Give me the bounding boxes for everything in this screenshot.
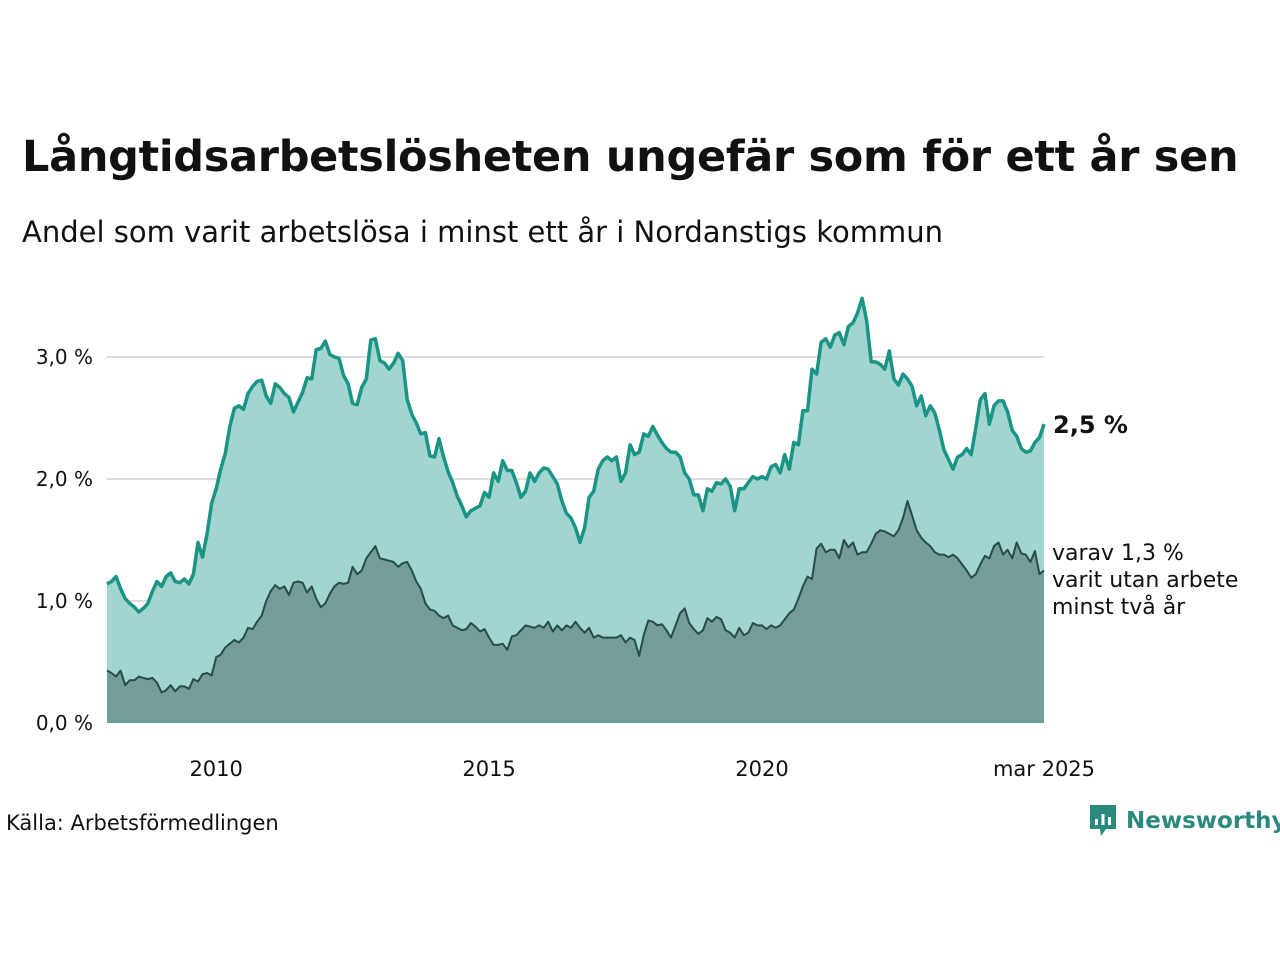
series-line-minst-ett-ar [106, 296, 1046, 614]
x-tick-label: mar 2025 [993, 757, 1095, 781]
area-chart: 0,0 % 1,0 % 2,0 % 3,0 % 2010 2015 2020 mar 202… [36, 296, 1238, 781]
y-tick-label: 2,0 % [36, 467, 93, 491]
x-tick-label: 2010 [189, 757, 242, 781]
chart-subtitle: Andel som varit arbetslösa i minst ett å… [22, 215, 943, 249]
x-tick-label: 2015 [462, 757, 515, 781]
brand-logo: Newsworthy [1088, 803, 1280, 839]
chart-title: Långtidsarbetslösheten ungefär som för e… [22, 132, 1239, 182]
end-label-series2-line3: minst två år [1052, 594, 1186, 620]
newsworthy-logo-icon [1090, 805, 1116, 836]
y-tick-label: 1,0 % [36, 589, 93, 613]
y-tick-label: 3,0 % [36, 345, 93, 369]
area-fill-minst-tva-ar [107, 501, 1044, 723]
series-line-minst-tva-ar [106, 500, 1045, 694]
source-note: Källa: Arbetsförmedlingen [6, 811, 279, 835]
x-tick-label: 2020 [735, 757, 788, 781]
y-axis: 0,0 % 1,0 % 2,0 % 3,0 % [36, 345, 93, 735]
x-axis: 2010 2015 2020 mar 2025 [189, 757, 1095, 781]
end-label-series2-line2: varit utan arbete [1052, 568, 1238, 593]
end-label-series1: 2,5 % [1053, 411, 1128, 439]
end-label-series2-line1: varav 1,3 % [1052, 541, 1184, 566]
brand-name: Newsworthy [1126, 808, 1280, 834]
y-tick-label: 0,0 % [36, 711, 93, 735]
